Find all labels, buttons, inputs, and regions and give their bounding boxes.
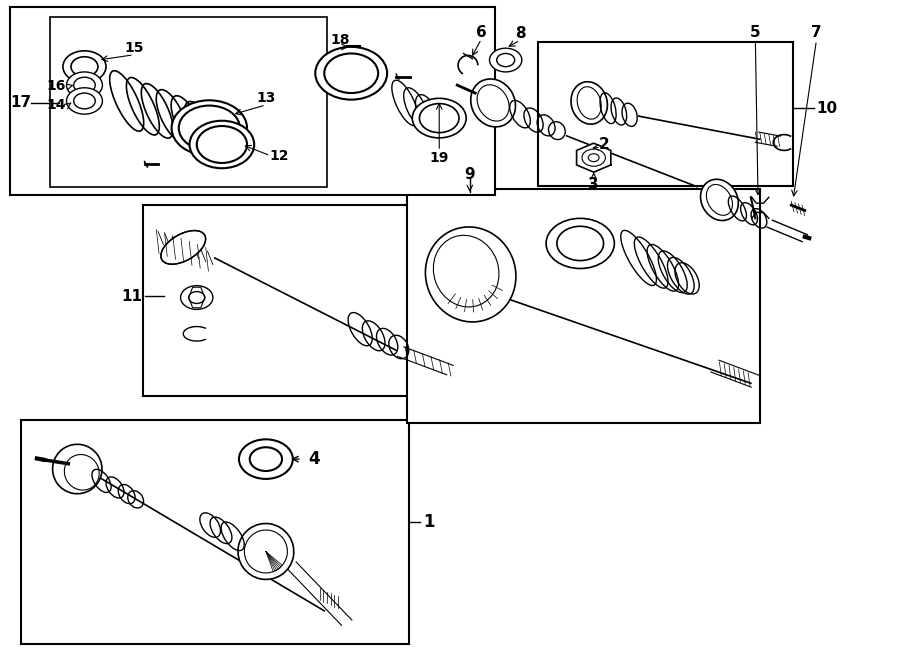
Ellipse shape [490, 48, 522, 72]
Ellipse shape [700, 179, 738, 221]
Bar [143, 205, 473, 397]
Text: 6: 6 [476, 25, 487, 40]
Text: 4: 4 [308, 450, 320, 468]
Text: 5: 5 [750, 25, 760, 40]
Text: 10: 10 [816, 100, 838, 116]
Ellipse shape [67, 88, 103, 114]
Text: 9: 9 [464, 167, 475, 182]
Text: 13: 13 [256, 91, 275, 105]
Ellipse shape [67, 72, 103, 98]
Ellipse shape [190, 121, 254, 169]
Ellipse shape [238, 524, 293, 580]
Text: 14: 14 [46, 98, 66, 112]
Text: 12: 12 [269, 149, 289, 163]
Polygon shape [577, 143, 611, 173]
Ellipse shape [546, 218, 615, 268]
Text: 2: 2 [599, 137, 610, 152]
Ellipse shape [238, 440, 292, 479]
Bar [21, 420, 409, 644]
Bar [407, 188, 760, 423]
Ellipse shape [172, 100, 247, 156]
Text: 3: 3 [589, 176, 599, 192]
Ellipse shape [582, 149, 606, 167]
Text: 11: 11 [121, 289, 142, 303]
Bar [10, 7, 495, 195]
Text: 1: 1 [423, 513, 435, 531]
Ellipse shape [52, 444, 102, 494]
Ellipse shape [471, 79, 516, 127]
Ellipse shape [426, 227, 516, 322]
Ellipse shape [63, 51, 106, 83]
Text: 7: 7 [811, 25, 822, 40]
Ellipse shape [161, 231, 205, 264]
Text: 16: 16 [46, 79, 66, 93]
Ellipse shape [181, 286, 213, 309]
Ellipse shape [315, 47, 387, 100]
Text: 19: 19 [429, 151, 449, 165]
Text: 8: 8 [515, 26, 526, 41]
Bar [538, 42, 793, 186]
Bar [50, 17, 327, 187]
Text: 18: 18 [330, 33, 350, 48]
Ellipse shape [571, 82, 608, 124]
Text: 17: 17 [10, 95, 32, 110]
Text: 15: 15 [124, 41, 144, 55]
Ellipse shape [412, 98, 466, 138]
